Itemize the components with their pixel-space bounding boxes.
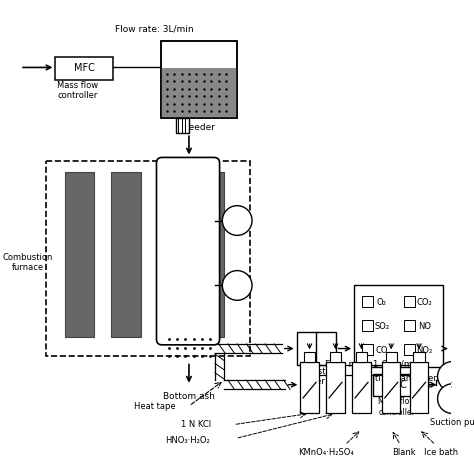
Circle shape [438,362,467,391]
Text: T: T [234,216,240,226]
Text: Blank: Blank [392,448,416,457]
Text: Mass flow
controller: Mass flow controller [378,397,416,417]
Text: Bottom ash: Bottom ash [163,392,215,401]
Bar [161,68,237,118]
Text: Flow rate: 1.65 L/min: Flow rate: 1.65 L/min [325,360,420,369]
Bar [111,172,141,337]
Bar [362,344,373,355]
Text: Multi gas analyzer: Multi gas analyzer [360,374,437,383]
Text: KMnO₄·H₂SO₄: KMnO₄·H₂SO₄ [298,448,354,457]
Text: NO₂: NO₂ [417,346,433,355]
Text: Ice bath: Ice bath [424,448,458,457]
Text: Combustion
furnace: Combustion furnace [2,253,53,272]
Bar [301,362,319,413]
Circle shape [222,206,252,236]
Text: Dust
filter: Dust filter [306,367,326,386]
Bar [326,362,345,413]
Bar [404,344,415,355]
Text: 1 N KCl: 1 N KCl [182,420,211,429]
Bar [404,320,415,331]
Bar [382,362,401,413]
Text: O₂: O₂ [377,298,387,307]
Circle shape [222,271,252,301]
Text: Feeder: Feeder [183,123,215,132]
Text: Heat tape: Heat tape [134,401,175,410]
Bar [404,296,415,307]
Bar [304,352,315,362]
Bar [373,374,421,396]
Bar [161,41,237,118]
Bar [330,352,341,362]
Bar [413,352,425,362]
Text: T: T [234,281,240,291]
Circle shape [438,384,467,413]
Bar [362,320,373,331]
Bar [46,161,250,356]
Bar [352,362,371,413]
Bar [194,172,224,337]
Text: HNO₃·H₂O₂: HNO₃·H₂O₂ [165,436,210,445]
Text: MFC: MFC [386,380,407,390]
Text: Suction pu: Suction pu [430,418,474,427]
Text: NO: NO [418,322,431,331]
Bar [354,285,443,367]
Bar [176,118,189,133]
Text: Flow rate: 3L/min: Flow rate: 3L/min [115,25,194,34]
Bar [362,296,373,307]
Bar [386,352,397,362]
Text: Mass flow
controller: Mass flow controller [57,81,98,100]
Bar [64,172,94,337]
Text: CO: CO [376,346,388,355]
Bar [356,352,367,362]
FancyBboxPatch shape [156,157,219,345]
Bar [297,332,336,365]
Text: CO₂: CO₂ [417,298,432,307]
Bar [410,362,428,413]
Text: MFC: MFC [73,64,95,73]
Bar [55,57,113,80]
Text: SO₂: SO₂ [374,322,390,331]
Bar [161,41,237,118]
